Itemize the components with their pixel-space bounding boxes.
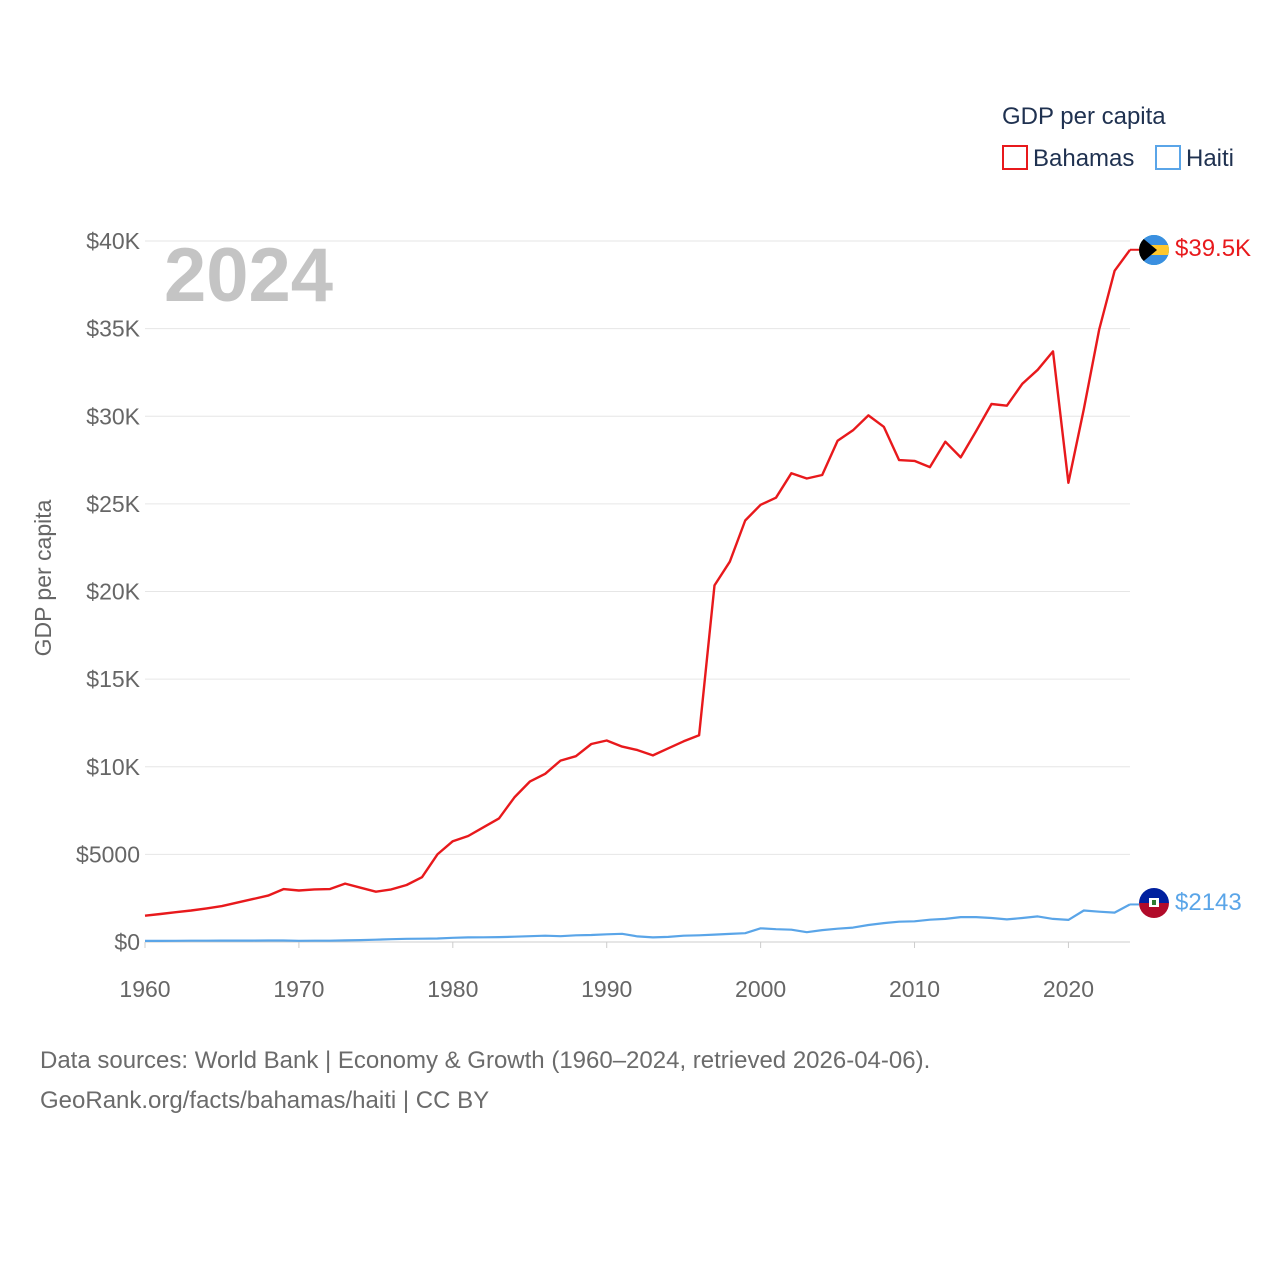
gdp-line-chart: $0 $5000 $10K $15K $20K $25K $30K $35K $40K 1960… (30, 103, 1251, 1002)
x-tick-label: 1960 (119, 976, 170, 1002)
year-label: 2024 (164, 233, 333, 318)
y-tick-label: $35K (86, 316, 140, 342)
source-url-license: GeoRank.org/facts/bahamas/haiti | CC BY (40, 1087, 490, 1114)
y-tick-label: $40K (86, 228, 140, 254)
x-tick-label: 2000 (735, 976, 786, 1002)
y-tick-label: $10K (86, 754, 140, 780)
bahamas-end-label: $39.5K (1175, 235, 1251, 262)
x-tick-label: 2010 (889, 976, 940, 1002)
data-sources-note: Data sources: World Bank | Economy & Gro… (40, 1047, 931, 1074)
y-tick-label: $25K (86, 491, 140, 517)
y-tick-label: $5000 (76, 841, 140, 867)
x-tick-label: 1970 (273, 976, 324, 1002)
legend-swatch-bahamas[interactable] (1002, 145, 1028, 170)
y-axis-label: GDP per capita (30, 499, 56, 656)
legend-swatch-haiti[interactable] (1155, 145, 1181, 170)
series-line-bahamas[interactable] (144, 249, 1131, 917)
x-tick-label: 1980 (427, 976, 478, 1002)
haiti-end-label: $2143 (1175, 889, 1242, 916)
legend-label-bahamas[interactable]: Bahamas (1033, 145, 1134, 172)
y-axis-ticks: $0 $5000 $10K $15K $20K $25K $30K $35K $40K (76, 228, 141, 955)
bahamas-flag-icon (1139, 235, 1169, 265)
haiti-flag-icon (1139, 888, 1169, 918)
legend-label-haiti[interactable]: Haiti (1186, 145, 1234, 172)
y-tick-label: $30K (86, 403, 140, 429)
y-tick-label: $0 (114, 929, 140, 955)
legend: GDP per capita Bahamas Haiti (1002, 103, 1234, 172)
series-line-haiti[interactable] (145, 903, 1131, 943)
series-layer (144, 248, 1139, 943)
gridlines (145, 240, 1130, 943)
x-tick-label: 1990 (581, 976, 632, 1002)
y-tick-label: $20K (86, 579, 140, 605)
x-axis-ticks: 1960 1970 1980 1990 2000 2010 2020 (119, 942, 1094, 1002)
legend-title: GDP per capita (1002, 103, 1166, 130)
x-tick-label: 2020 (1043, 976, 1094, 1002)
y-tick-label: $15K (86, 666, 140, 692)
